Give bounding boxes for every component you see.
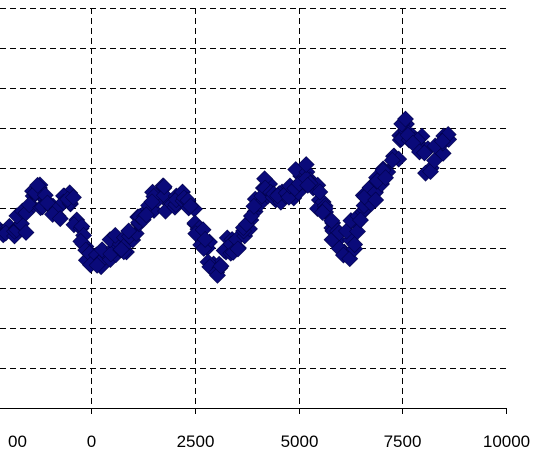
data-point xyxy=(377,169,394,187)
x-tick-label: 5000 xyxy=(281,432,319,451)
data-point xyxy=(44,205,62,223)
data-point xyxy=(242,207,260,225)
data-points xyxy=(0,110,458,284)
data-point xyxy=(143,193,161,211)
x-tick-label: 2500 xyxy=(177,432,215,451)
data-point xyxy=(422,163,439,181)
data-point xyxy=(311,183,329,201)
data-point xyxy=(196,230,214,248)
data-point xyxy=(212,257,230,275)
x-tick-label: 10000 xyxy=(483,432,530,451)
data-point xyxy=(314,203,331,221)
data-point xyxy=(352,211,369,229)
data-point xyxy=(299,176,317,194)
data-point xyxy=(51,210,69,228)
data-point xyxy=(137,206,155,224)
data-point xyxy=(367,191,385,209)
data-point xyxy=(112,240,130,258)
x-tick-label: 0 xyxy=(87,432,96,451)
data-point xyxy=(383,151,401,169)
data-point xyxy=(229,240,247,258)
data-point xyxy=(416,144,433,162)
data-point xyxy=(88,256,106,274)
data-point xyxy=(433,132,451,150)
data-point xyxy=(120,222,138,240)
data-point xyxy=(346,236,364,253)
data-point xyxy=(182,197,199,215)
x-tick-label: 7500 xyxy=(384,432,422,451)
data-point xyxy=(338,222,355,240)
x-tick-label: 00 xyxy=(8,432,27,451)
data-point xyxy=(155,178,173,196)
x-axis xyxy=(0,408,507,414)
data-point xyxy=(245,197,263,215)
data-point xyxy=(29,176,47,194)
data-point xyxy=(297,156,315,173)
data-point xyxy=(65,188,82,206)
x-tick-labels: 00 0 2500 5000 7500 10000 xyxy=(8,432,530,451)
data-point xyxy=(397,110,414,128)
data-point xyxy=(17,224,35,241)
data-point xyxy=(39,194,56,212)
